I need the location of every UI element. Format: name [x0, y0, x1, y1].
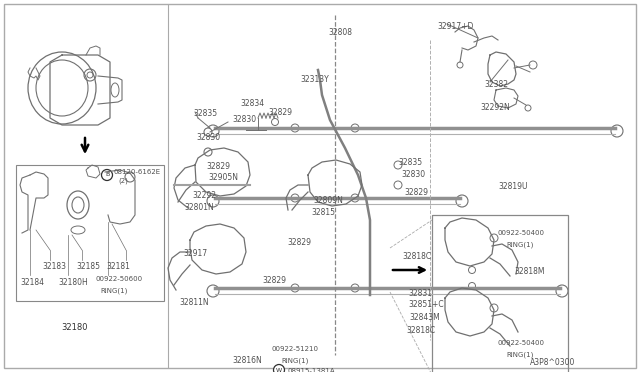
Text: 32184: 32184 — [20, 278, 44, 287]
Text: RING(1): RING(1) — [506, 351, 533, 357]
Circle shape — [204, 148, 212, 156]
Text: 00922-50600: 00922-50600 — [95, 276, 142, 282]
Circle shape — [291, 284, 299, 292]
Bar — [16, 165, 164, 301]
Circle shape — [273, 365, 285, 372]
Circle shape — [490, 304, 498, 312]
Text: 32835: 32835 — [398, 158, 422, 167]
Text: 32183: 32183 — [42, 262, 66, 271]
Text: 32830: 32830 — [232, 115, 256, 124]
Text: RING(1): RING(1) — [506, 241, 533, 247]
Circle shape — [351, 284, 359, 292]
Circle shape — [204, 128, 212, 136]
Text: 32382: 32382 — [484, 80, 508, 89]
Text: 32818C: 32818C — [402, 252, 431, 261]
Text: 32829: 32829 — [206, 162, 230, 171]
Text: 32808: 32808 — [328, 28, 352, 37]
Text: 08915-1381A: 08915-1381A — [287, 368, 335, 372]
Circle shape — [468, 266, 476, 273]
Text: 32818C: 32818C — [406, 326, 435, 335]
Text: 32818M: 32818M — [514, 267, 545, 276]
Circle shape — [351, 194, 359, 202]
Bar — [432, 215, 568, 372]
Text: 00922-50400: 00922-50400 — [497, 340, 544, 346]
Text: RING(1): RING(1) — [100, 287, 127, 294]
Text: 32843M: 32843M — [409, 313, 440, 322]
Text: 32829: 32829 — [404, 188, 428, 197]
Text: 32905N: 32905N — [208, 173, 238, 182]
Circle shape — [291, 124, 299, 132]
Text: 00922-51210: 00922-51210 — [272, 346, 319, 352]
Text: 32292N: 32292N — [480, 103, 509, 112]
Text: 32819U: 32819U — [498, 182, 527, 191]
Text: 32313Y: 32313Y — [300, 75, 329, 84]
Text: (2): (2) — [118, 178, 128, 184]
Text: 32809N: 32809N — [313, 196, 343, 205]
Text: W: W — [276, 368, 282, 372]
Text: 32851+C: 32851+C — [408, 300, 444, 309]
Circle shape — [490, 234, 498, 242]
Text: 32816N: 32816N — [232, 356, 262, 365]
Circle shape — [394, 161, 402, 169]
Text: 32181: 32181 — [106, 262, 130, 271]
Circle shape — [468, 282, 476, 289]
Text: 32180: 32180 — [61, 323, 88, 332]
Text: 32185: 32185 — [76, 262, 100, 271]
Circle shape — [291, 194, 299, 202]
Text: A3P8^0300: A3P8^0300 — [530, 358, 575, 367]
Text: 32830: 32830 — [401, 170, 425, 179]
Text: B: B — [105, 173, 109, 177]
Text: 32835: 32835 — [193, 109, 217, 118]
Text: 32834: 32834 — [240, 99, 264, 108]
Text: 32829: 32829 — [268, 108, 292, 117]
Text: 32917: 32917 — [183, 249, 207, 258]
Text: 32829: 32829 — [262, 276, 286, 285]
Text: 32815: 32815 — [311, 208, 335, 217]
Text: 32801N: 32801N — [184, 203, 214, 212]
Text: 32917+D: 32917+D — [437, 22, 474, 31]
Text: 32811N: 32811N — [179, 298, 209, 307]
Text: 00922-50400: 00922-50400 — [497, 230, 544, 236]
Circle shape — [394, 181, 402, 189]
Text: 32830: 32830 — [196, 133, 220, 142]
Text: 08120-6162E: 08120-6162E — [114, 169, 161, 175]
Text: 32292: 32292 — [192, 191, 216, 200]
Text: RING(1): RING(1) — [281, 357, 308, 363]
Circle shape — [351, 124, 359, 132]
Text: 32180H: 32180H — [58, 278, 88, 287]
Text: 32829: 32829 — [287, 238, 311, 247]
Circle shape — [102, 170, 113, 180]
Text: 32831: 32831 — [408, 289, 432, 298]
